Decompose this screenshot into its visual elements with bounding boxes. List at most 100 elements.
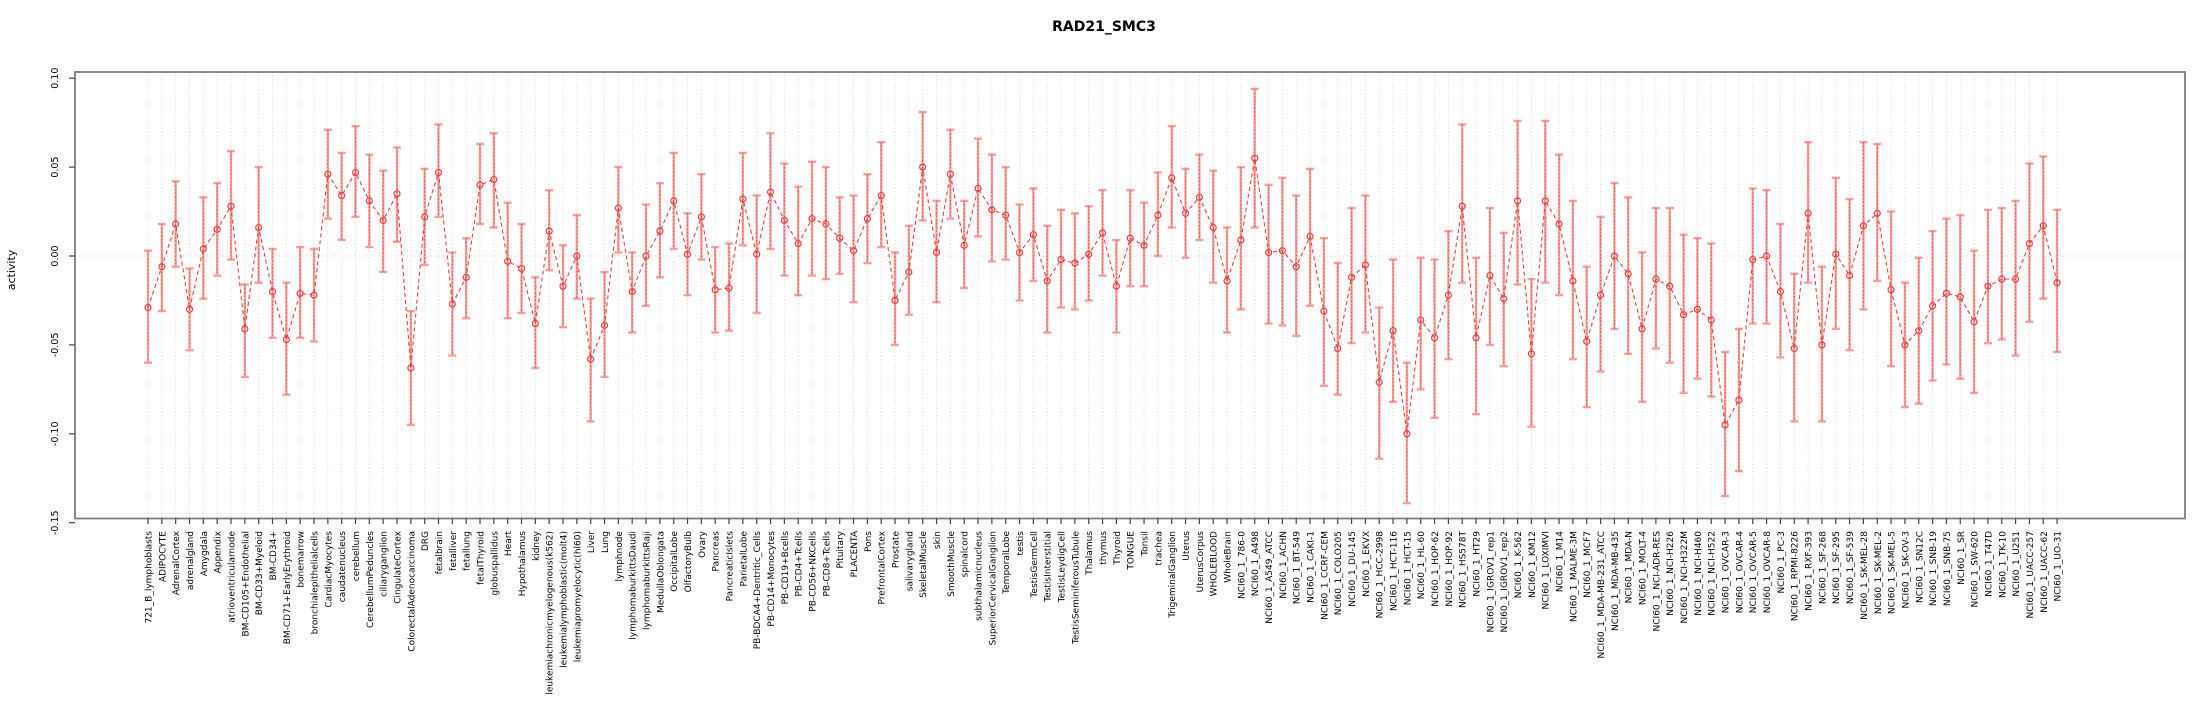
x-tick-label: NCI60_1_SK-MEL-2	[1874, 531, 1884, 614]
data-point	[753, 250, 761, 258]
data-point	[849, 247, 858, 255]
x-tick-label: NCI60_1_OVCAR-3	[1722, 531, 1732, 613]
x-tick-label: atrioventricularnode	[228, 531, 238, 623]
x-tick-label: NCI60_1_UACC-62	[2040, 531, 2050, 613]
x-tick-label: PB-CD4+Tcells	[795, 531, 805, 597]
error-bar	[725, 242, 734, 332]
data-point	[1832, 250, 1840, 258]
x-tick-label: ciliaryganglion	[380, 531, 390, 597]
data-point	[324, 170, 332, 178]
data-point	[1915, 327, 1923, 335]
data-point	[1859, 222, 1868, 230]
x-tick-label: PB-CD14+Monocytes	[767, 531, 777, 627]
data-point	[670, 197, 678, 205]
x-tick-label: fetalThyroid	[477, 531, 487, 585]
data-point	[877, 191, 885, 200]
error-bar	[877, 141, 886, 249]
x-tick-label: NCI60_1_ACHN	[1279, 531, 1289, 599]
error-bar	[1956, 213, 1965, 380]
data-point	[794, 239, 802, 248]
error-bar	[2011, 199, 2020, 357]
error-bar	[393, 146, 402, 243]
data-point	[1942, 289, 1951, 297]
data-point	[600, 321, 609, 329]
error-bar	[752, 194, 761, 315]
x-tick-label: WholeBrain	[1224, 531, 1234, 583]
x-tick-label: lymphnode	[615, 531, 625, 582]
x-tick-label: Hypothalamus	[518, 531, 528, 597]
data-point	[1555, 220, 1563, 228]
x-tick-label: NCI60_1_OVCAR-8	[1763, 531, 1773, 614]
data-point	[1527, 350, 1536, 358]
data-point	[1818, 341, 1826, 349]
data-point	[1984, 282, 1992, 290]
data-point	[559, 282, 567, 290]
data-point	[1444, 291, 1452, 299]
x-tick-label: NCI60_1_UO-31	[2054, 531, 2064, 601]
error-bar	[337, 151, 346, 242]
data-point	[1583, 337, 1591, 345]
data-point	[891, 296, 899, 305]
data-point	[711, 286, 719, 294]
error-bar	[1734, 327, 1743, 473]
y-axis-label: activity	[5, 249, 18, 290]
x-tick-label: WHOLEBLOOD	[1210, 531, 1220, 596]
x-tick-label: TrigeminalGanglion	[1168, 531, 1178, 619]
data-point	[338, 191, 346, 200]
data-point	[836, 234, 844, 242]
error-bar	[1001, 165, 1010, 261]
x-tick-label: NCI60_1_RXF-393	[1805, 531, 1815, 611]
x-tick-label: NCI60_1_SK-MEL-28	[1860, 531, 1870, 620]
error-bar	[296, 245, 305, 339]
error-bar	[1665, 206, 1674, 364]
data-point	[1430, 334, 1439, 342]
error-bar	[545, 189, 554, 272]
data-point	[268, 287, 277, 296]
error-bar	[1430, 258, 1439, 419]
data-point	[434, 168, 443, 177]
data-point	[213, 225, 221, 233]
x-tick-label: leukemialymphoblastic(molt4)	[560, 531, 570, 668]
data-point	[1015, 248, 1024, 257]
x-tick-label: NCI60_1_M14	[1556, 531, 1566, 592]
chart-title: RAD21_SMC3	[1052, 19, 1156, 35]
data-point	[1264, 248, 1273, 257]
x-tick-label: PB-CD56+NKCells	[809, 531, 819, 612]
x-tick-label: Prostate	[892, 531, 902, 569]
error-bar	[1970, 249, 1979, 395]
error-bar	[1361, 194, 1370, 334]
error-bar	[863, 173, 872, 265]
data-point	[1140, 241, 1148, 249]
x-tick-label: NCI60_1_CAKI-1	[1307, 531, 1317, 603]
x-tick-label: NCI60_1_SK-OV-3	[1901, 531, 1911, 609]
data-point	[1361, 261, 1369, 269]
x-tick-label: NCI60_1_MDA-MB-435	[1611, 531, 1621, 631]
x-tick-label: NCI60_1_786-0	[1237, 531, 1247, 599]
x-tick-label: TestisInterstitial	[1044, 531, 1054, 603]
data-point	[808, 215, 816, 223]
error-bar	[974, 137, 983, 238]
error-bar	[1997, 206, 2006, 341]
data-point	[490, 175, 498, 184]
data-point	[1970, 318, 1978, 326]
error-bar	[1223, 226, 1232, 334]
data-point	[144, 303, 152, 312]
x-tick-label: cerebellum	[352, 531, 362, 581]
x-tick-label: NCI60_1_NCI-H322M	[1680, 531, 1690, 623]
data-point	[1998, 275, 2006, 283]
error-bar	[1112, 238, 1121, 334]
data-point	[1652, 275, 1660, 283]
data-point	[1707, 316, 1715, 324]
x-tick-label: NCI60_1_EKVX	[1362, 531, 1372, 597]
y-tick-label: 0.10	[50, 68, 61, 89]
x-tick-label: NCI60_1_MDA-N	[1625, 531, 1635, 603]
data-point	[1472, 334, 1480, 342]
error-bar	[1983, 208, 1992, 345]
x-tick-label: PrefrontalCortex	[878, 530, 888, 604]
data-point	[974, 184, 982, 193]
y-tick-label: 0.05	[50, 157, 61, 178]
data-point	[2011, 275, 2020, 283]
data-point	[1154, 211, 1162, 219]
error-bar	[268, 247, 277, 339]
data-point	[1029, 231, 1037, 239]
